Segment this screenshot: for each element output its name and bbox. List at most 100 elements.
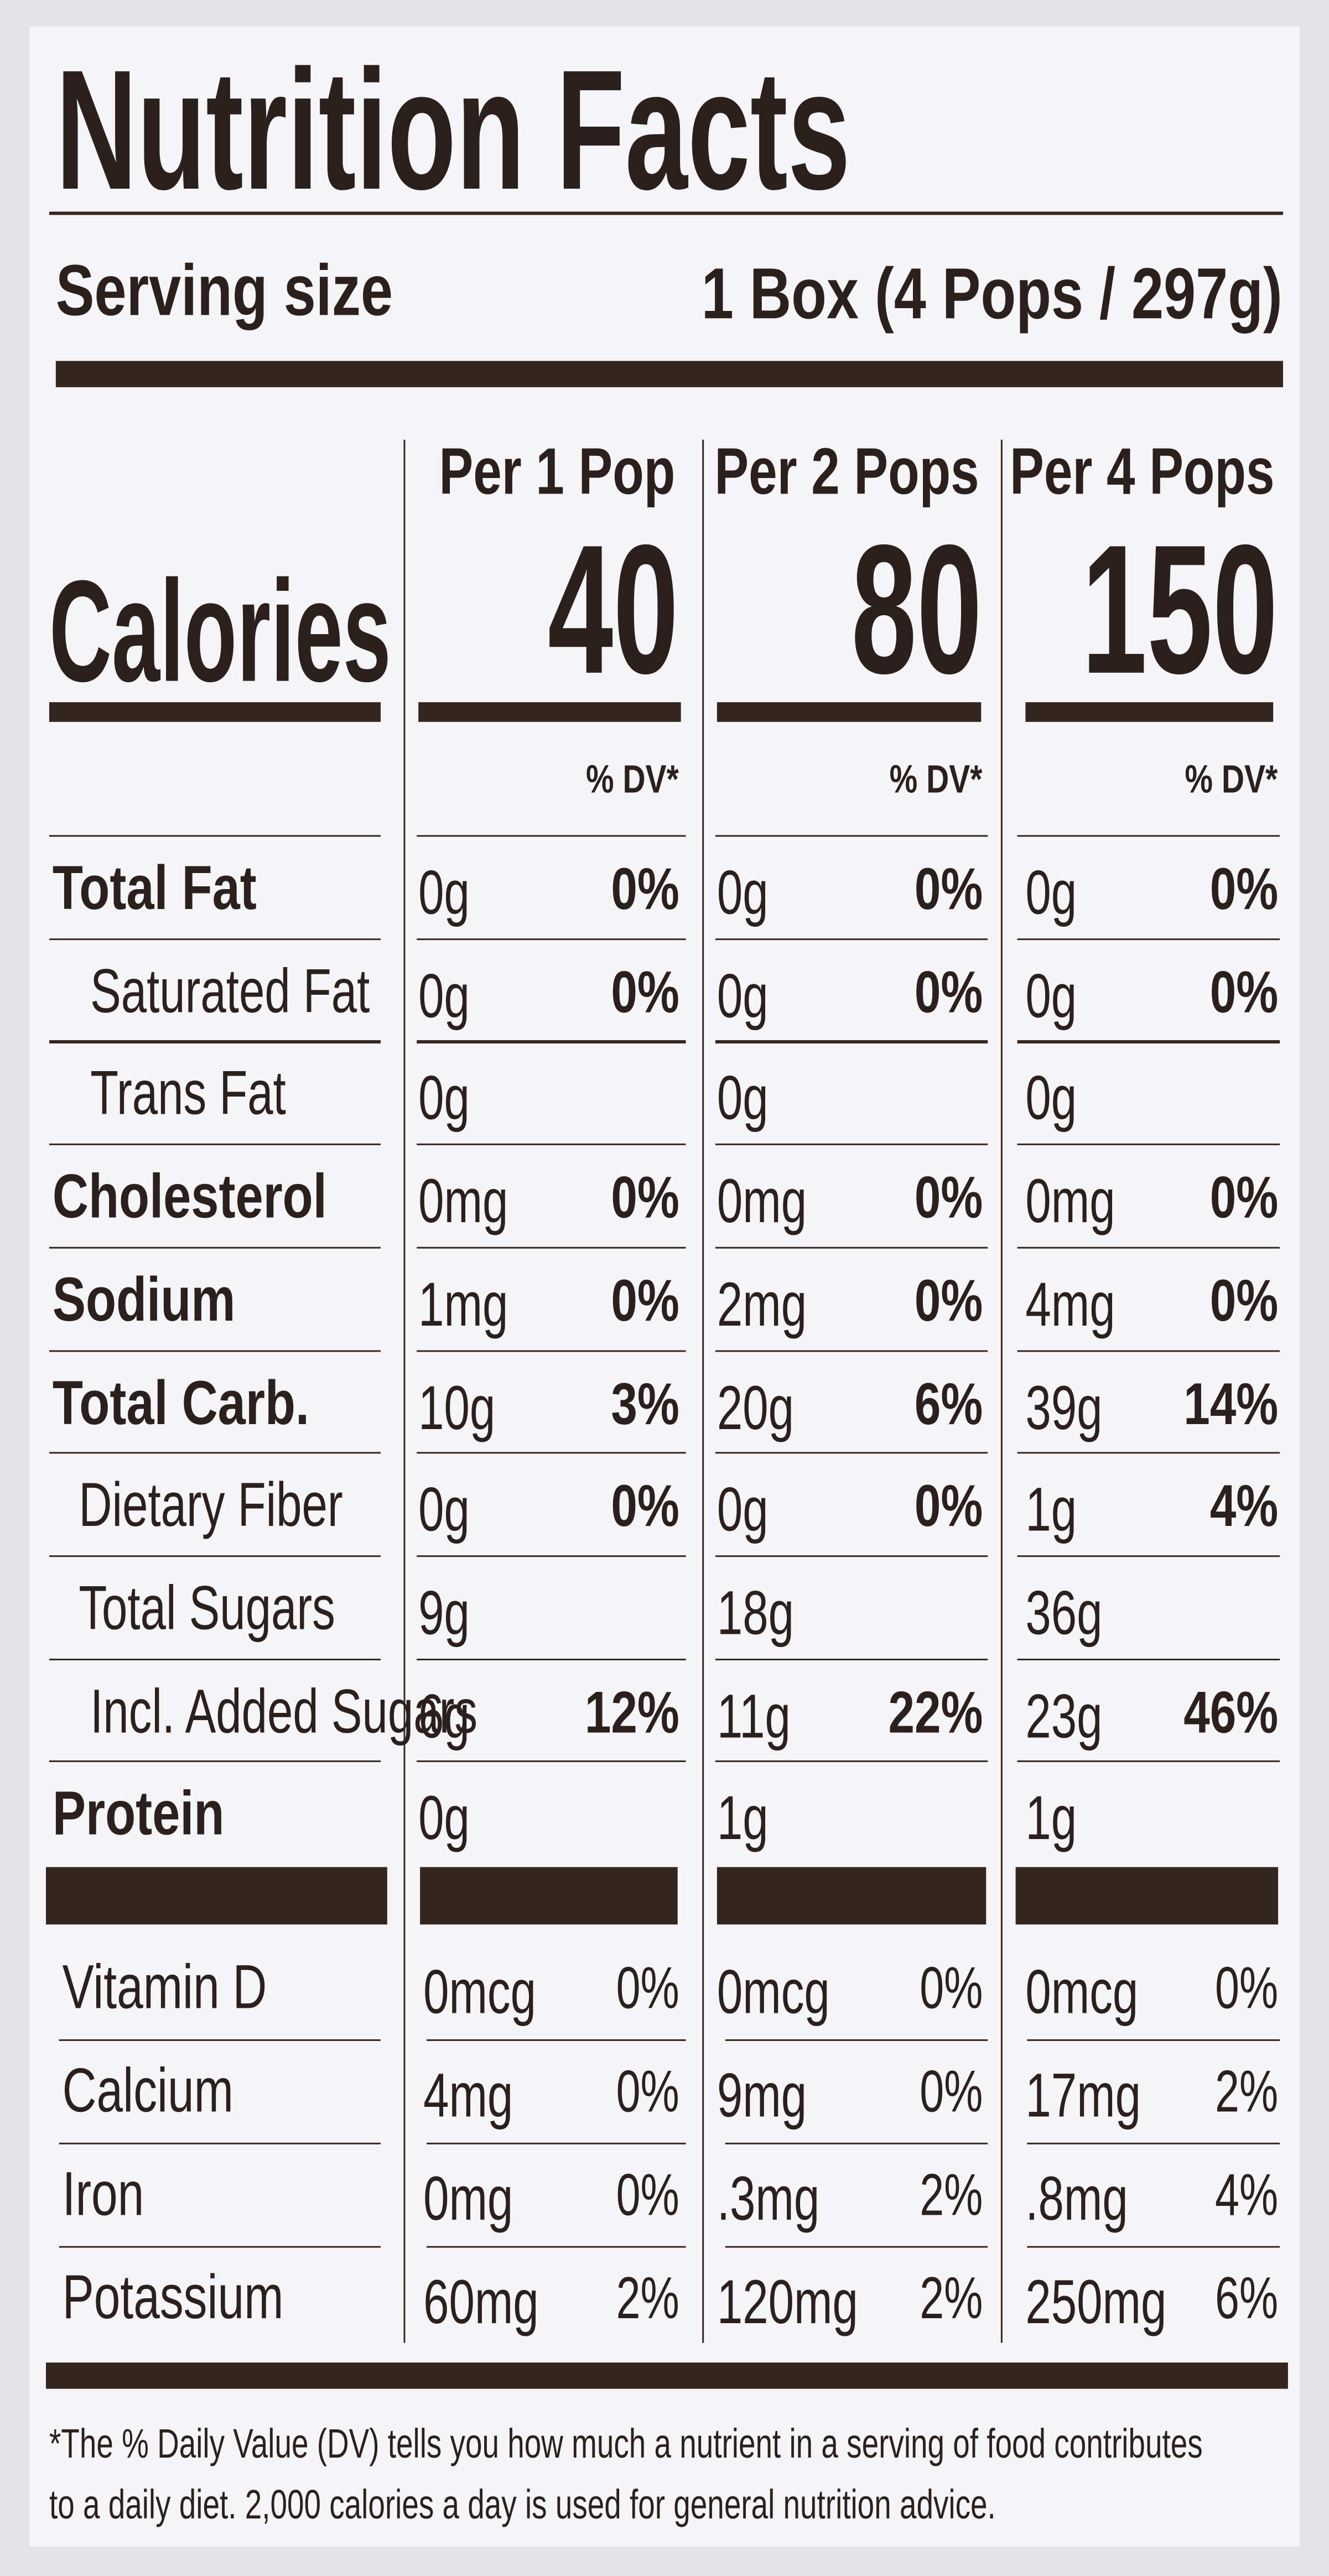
nutrient-amount: 0g — [1025, 962, 1077, 1032]
nutrient-dv: 46% — [1183, 1677, 1279, 1745]
vitamin-dv: 0% — [920, 1954, 983, 2022]
row-rule — [417, 1349, 686, 1352]
nutrient-name: Sodium — [52, 1266, 236, 1336]
nutrient-dv: 0% — [611, 1163, 679, 1231]
vitamin-dv: 0% — [616, 2160, 679, 2229]
vitamin-amount: .8mg — [1025, 2165, 1128, 2235]
nutrient-amount: 10g — [418, 1374, 496, 1443]
nutrient-name: Protein — [52, 1780, 225, 1850]
column-divider — [702, 439, 704, 2343]
row-rule — [715, 1452, 988, 1455]
nutrient-amount: 0g — [717, 962, 769, 1032]
row-rule — [1017, 1144, 1280, 1146]
nutrient-amount: 0g — [717, 1477, 769, 1546]
vitamin-dv: 2% — [920, 2160, 983, 2229]
vitamin-name: Potassium — [62, 2264, 284, 2333]
row-rule — [417, 835, 686, 837]
nutrient-dv: 0% — [914, 1266, 983, 1334]
nutrient-amount: 4mg — [1025, 1271, 1115, 1341]
nutrient-amount: 18g — [717, 1580, 795, 1649]
vitamin-name: Vitamin D — [62, 1954, 267, 2023]
row-rule — [715, 938, 988, 940]
thick-rule — [46, 2362, 1288, 2389]
vitamin-amount: 0mcg — [717, 1959, 830, 2028]
calories-value: 40 — [548, 507, 679, 712]
row-rule — [1017, 1452, 1280, 1455]
vitamin-bar — [46, 1867, 387, 1925]
nutrient-dv: 0% — [611, 1266, 679, 1334]
row-rule — [49, 1144, 381, 1146]
thin-rule — [49, 211, 1283, 214]
vitamin-dv: 4% — [1214, 2160, 1279, 2229]
dv-header: % DV* — [586, 758, 679, 803]
column-header: Per 4 Pops — [1010, 436, 1275, 509]
nutrient-name: Dietary Fiber — [79, 1472, 343, 1541]
row-rule — [1017, 835, 1280, 837]
calories-value: 150 — [1082, 507, 1279, 712]
row-rule — [715, 1555, 988, 1557]
vitamin-amount: 120mg — [717, 2269, 858, 2338]
row-rule — [427, 2246, 686, 2248]
dv-header: % DV* — [890, 758, 983, 803]
row-rule — [1017, 938, 1280, 940]
nutrient-dv: 0% — [914, 957, 983, 1025]
nutrient-dv: 0% — [914, 854, 983, 922]
vitamin-amount: 0mcg — [1025, 1959, 1139, 2028]
nutrient-amount: 0mg — [418, 1168, 508, 1238]
nutrient-dv: 6% — [914, 1369, 983, 1437]
row-rule — [49, 1658, 381, 1660]
nutrient-dv: 0% — [914, 1472, 983, 1540]
vitamin-amount: 250mg — [1025, 2269, 1167, 2338]
nutrient-dv: 0% — [611, 957, 679, 1025]
row-rule — [49, 1349, 381, 1352]
row-rule — [417, 1555, 686, 1557]
nutrient-name: Incl. Added Sugars — [90, 1677, 478, 1747]
row-rule — [715, 1760, 988, 1763]
row-rule — [715, 1247, 988, 1249]
row-rule — [59, 2246, 381, 2248]
vitamin-amount: 0mg — [423, 2165, 513, 2235]
row-rule — [427, 2039, 686, 2042]
vitamin-bar — [1015, 1867, 1279, 1925]
calories-bar — [717, 702, 982, 722]
nutrient-amount: 36g — [1025, 1580, 1103, 1649]
row-rule — [1017, 1349, 1280, 1352]
footnote: to a daily diet. 2,000 calories a day is… — [49, 2481, 996, 2528]
row-rule — [715, 1658, 988, 1660]
row-rule — [417, 1760, 686, 1763]
nutrient-name: Total Fat — [52, 854, 257, 924]
column-header: Per 1 Pop — [439, 436, 676, 509]
footnote: *The % Daily Value (DV) tells you how mu… — [49, 2421, 1203, 2467]
row-rule — [417, 938, 686, 940]
row-rule — [1027, 2246, 1280, 2248]
vitamin-amount: 0mcg — [423, 1959, 536, 2028]
row-rule — [725, 2246, 988, 2248]
nutrient-amount: 6g — [418, 1682, 470, 1752]
row-rule — [417, 1041, 686, 1043]
vitamin-dv: 0% — [920, 2057, 983, 2125]
vitamin-dv: 2% — [1214, 2057, 1279, 2125]
row-rule — [417, 1658, 686, 1660]
row-rule — [417, 1144, 686, 1146]
nutrient-dv: 0% — [1209, 1266, 1279, 1334]
nutrient-amount: 1g — [1025, 1477, 1077, 1546]
nutrient-amount: 0mg — [1025, 1168, 1115, 1238]
vitamin-dv: 6% — [1214, 2264, 1279, 2331]
nutrient-name: Total Sugars — [79, 1575, 335, 1644]
nutrient-dv: 0% — [611, 854, 679, 922]
nutrient-amount: 1g — [1025, 1785, 1077, 1855]
nutrient-dv: 0% — [1209, 854, 1279, 922]
nutrient-amount: 0g — [717, 859, 769, 929]
row-rule — [1027, 2142, 1280, 2145]
nutrient-amount: 0g — [418, 1065, 470, 1135]
nutrient-amount: 39g — [1025, 1374, 1103, 1443]
row-rule — [1027, 2039, 1280, 2042]
serving-size-label: Serving size — [55, 251, 393, 332]
nutrient-amount: 1mg — [418, 1271, 508, 1341]
nutrient-name: Saturated Fat — [90, 957, 370, 1027]
vitamin-name: Iron — [62, 2160, 144, 2230]
nutrient-dv: 14% — [1183, 1369, 1279, 1437]
nutrient-dv: 4% — [1209, 1472, 1279, 1540]
title: Nutrition Facts — [55, 36, 850, 227]
